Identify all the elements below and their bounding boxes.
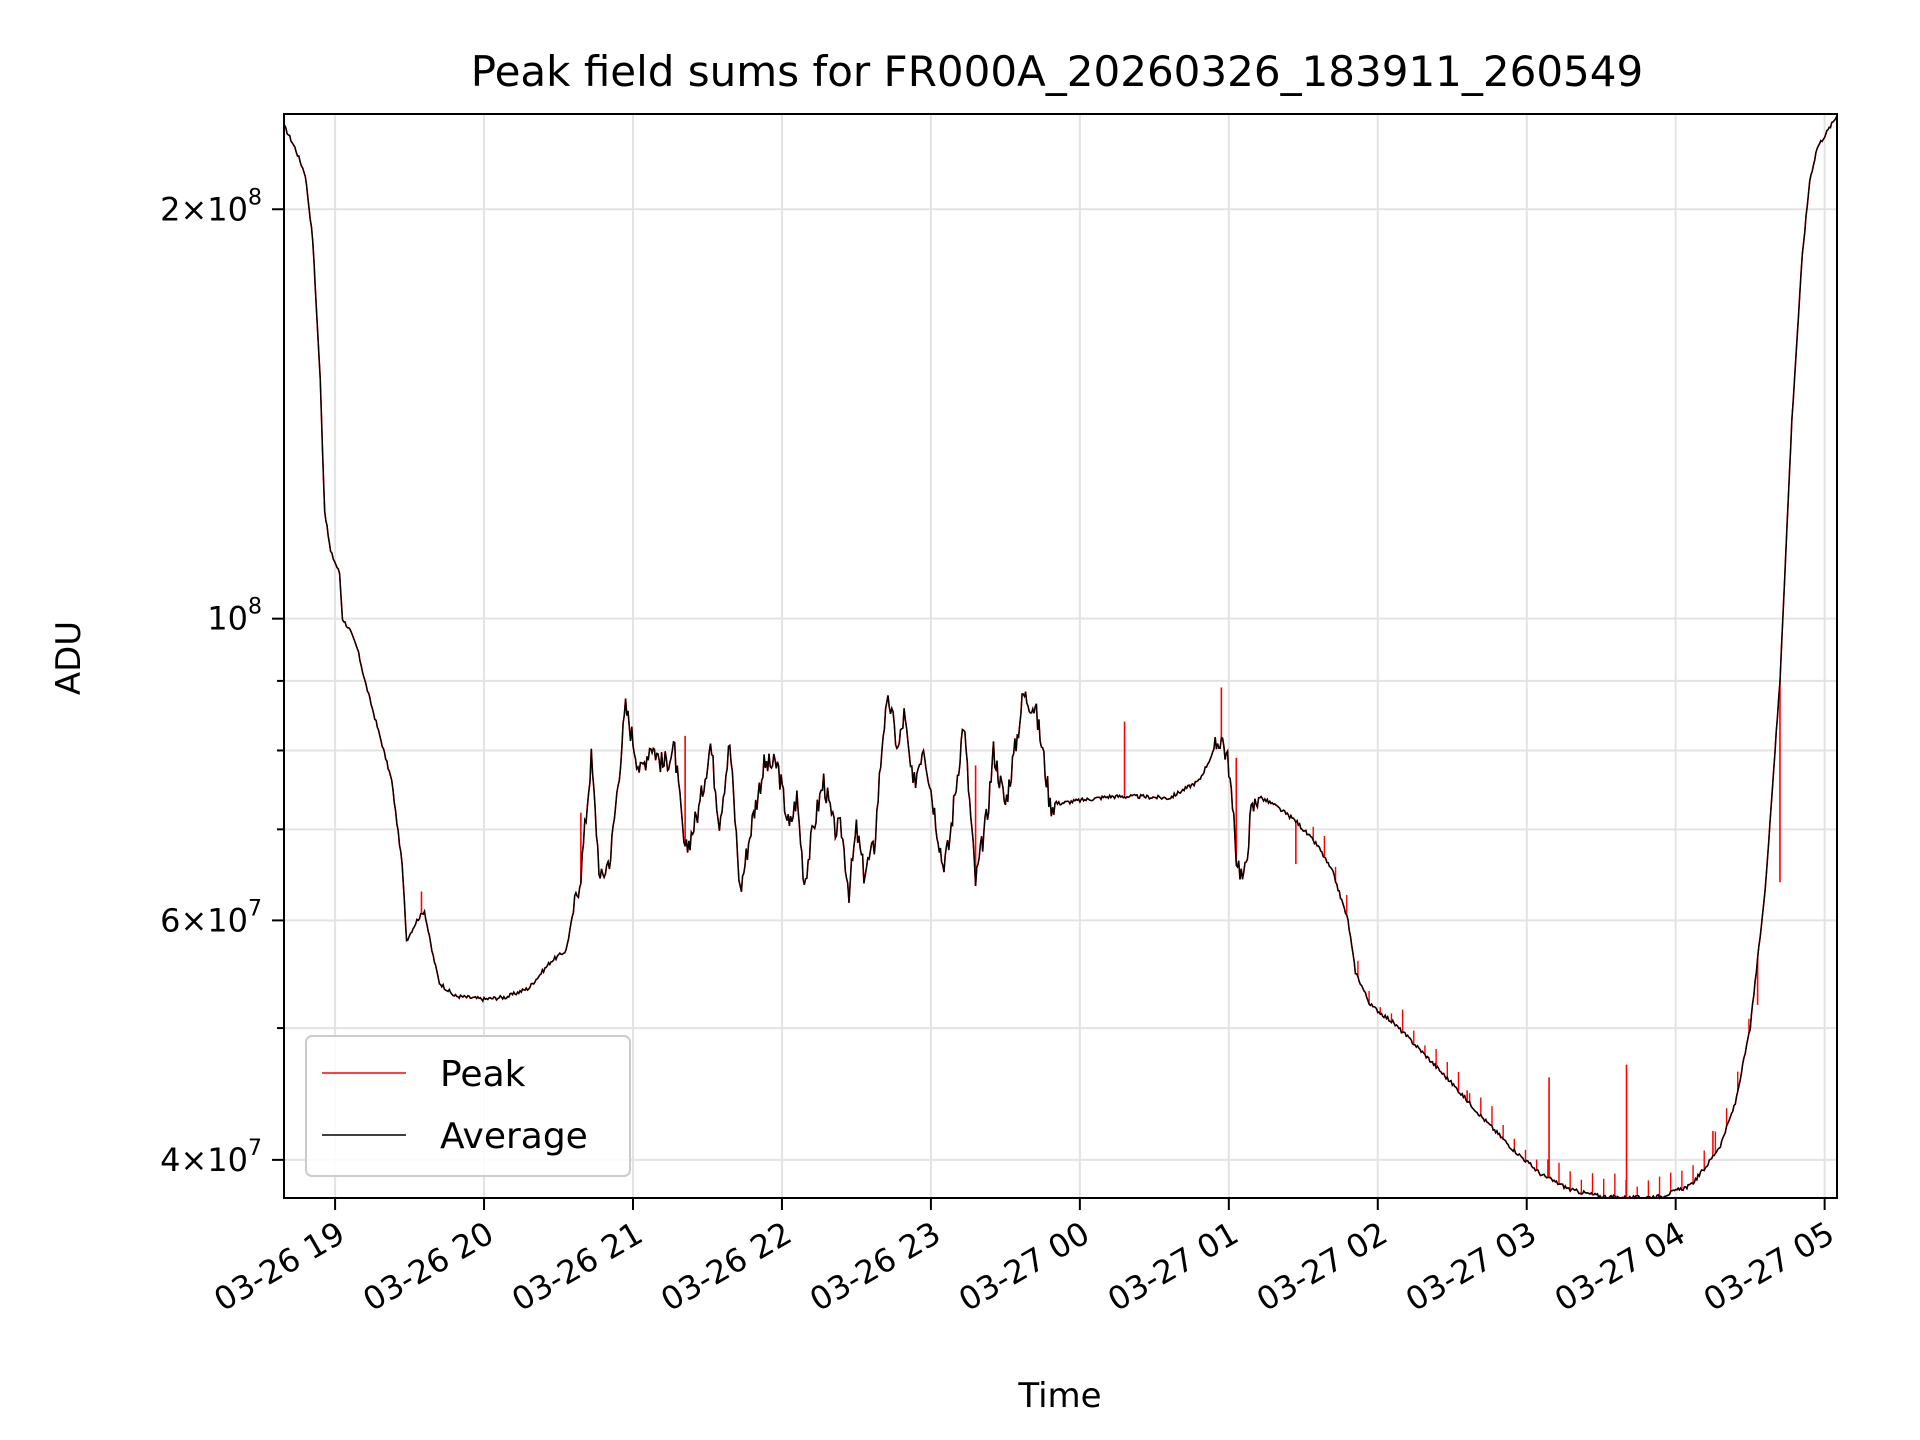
y-gridlines xyxy=(284,208,1837,1161)
average-line xyxy=(283,116,1838,1200)
x-gridlines xyxy=(334,114,1826,1198)
series-average xyxy=(283,116,1838,1200)
y-tick-mantissa: 6 xyxy=(160,901,180,939)
legend: Peak Average xyxy=(305,1035,631,1177)
y-tick-exponent: 7 xyxy=(248,896,262,921)
y-tick-mantissa: 4 xyxy=(160,1141,180,1179)
y-tick-times-sign: ×10 xyxy=(180,901,248,939)
legend-peak-label: Peak xyxy=(440,1054,526,1095)
y-tick-mantissa: 2 xyxy=(160,190,180,228)
plot-area xyxy=(284,114,1837,1198)
y-tick-label: 2×108 xyxy=(160,185,262,228)
y-tick-exponent: 8 xyxy=(248,595,262,620)
legend-box xyxy=(305,1035,631,1177)
y-tick-label: 108 xyxy=(207,595,262,638)
x-axis-label: Time xyxy=(1017,1376,1101,1416)
y-tick-exponent: 8 xyxy=(248,185,262,210)
chart-title: Peak field sums for FR000A_20260326_1839… xyxy=(471,47,1643,96)
y-tick-label: 4×107 xyxy=(160,1136,262,1179)
y-tick-times-sign: ×10 xyxy=(180,1141,248,1179)
y-tick-times-sign: ×10 xyxy=(180,190,248,228)
plot-frame xyxy=(283,113,1838,1199)
y-tick-base: 10 xyxy=(207,600,248,638)
y-tick-label: 6×107 xyxy=(160,896,262,939)
y-axis-label: ADU xyxy=(49,621,89,695)
legend-average-label: Average xyxy=(440,1116,588,1157)
y-tick-exponent: 7 xyxy=(248,1136,262,1161)
